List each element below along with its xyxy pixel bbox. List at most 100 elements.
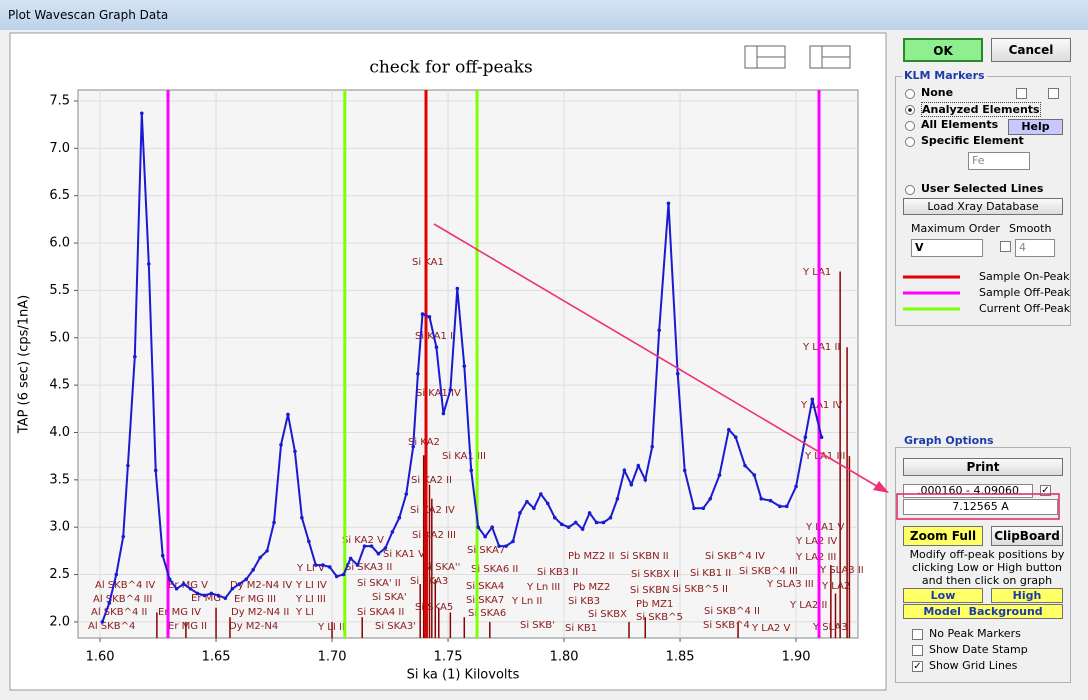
klm-label: Si SKA' II (357, 578, 401, 589)
zoom-button[interactable]: Zoom Full (903, 526, 983, 546)
data-point (114, 572, 119, 577)
y-tick-label: 7.5 (49, 93, 70, 108)
data-point (404, 492, 409, 496)
klm-label: Si SKB^4 (703, 620, 750, 631)
radio[interactable] (905, 185, 915, 195)
radio[interactable] (905, 121, 915, 131)
plot: 2.0 2.5 3.0 3.5 4.0 4.5 5.0 5.5 6.0 6.5 7.0 7.5 1.60… (49, 90, 864, 665)
klm-label: Si SKB^5 II (672, 584, 728, 595)
checkbox[interactable] (912, 645, 923, 656)
data-point (743, 463, 747, 468)
cancel-button[interactable]: Cancel (991, 38, 1071, 62)
klm-label: Y SLA3 III (766, 579, 814, 590)
data-point (608, 515, 613, 520)
data-point (733, 435, 738, 440)
klm-label: Si SKA3' (375, 621, 416, 632)
data-point (174, 586, 179, 591)
checkbox[interactable]: ✓ (912, 661, 923, 672)
klm-label: Si SKB^5 (636, 612, 683, 623)
data-point (100, 620, 105, 624)
klm-label: Si KA1 V (383, 549, 425, 560)
data-point (784, 504, 789, 509)
data-point (587, 511, 592, 515)
data-point (546, 501, 550, 506)
x-tick-label: 1.90 (782, 650, 811, 665)
data-point (258, 555, 262, 560)
data-point (794, 484, 798, 489)
klm-label: Er MG (191, 593, 221, 604)
x-tick-label: 1.65 (202, 650, 231, 665)
ok-button[interactable]: OK (903, 38, 983, 62)
high-button[interactable]: High (991, 588, 1063, 603)
klm-label: Si SKA3 (410, 576, 448, 587)
data-point (525, 499, 529, 504)
checkbox[interactable] (1000, 241, 1011, 252)
data-point (643, 478, 648, 482)
model-button[interactable]: Model Background (903, 604, 1063, 619)
klm-label: Si SKBX II (631, 569, 679, 580)
checkbox[interactable] (1048, 88, 1059, 99)
y-tick-label: 4.0 (49, 425, 70, 440)
radio[interactable] (905, 105, 915, 115)
load-button[interactable]: Load Xray Database (903, 198, 1063, 215)
data-point (244, 577, 249, 582)
smooth-select[interactable]: 4 (1015, 239, 1055, 257)
klm-label: Er MG IV (158, 607, 201, 618)
radio[interactable] (905, 137, 915, 147)
checkbox-label: Show Date Stamp (929, 643, 1028, 656)
klm-label: Dy M2-N4 (229, 621, 278, 632)
radio[interactable] (905, 89, 915, 99)
order-select[interactable]: V (911, 239, 983, 257)
klm-label: Y LA2 IV (795, 536, 837, 547)
klm-label: Si KA1 IV (416, 388, 461, 399)
group-title: KLM Markers (902, 69, 987, 82)
klm-label: Si KA2 III (412, 530, 456, 541)
data-point (397, 515, 402, 520)
klm-label: Y LA1 V (805, 522, 844, 533)
data-point (140, 111, 144, 116)
y-tick-label: 5.0 (49, 330, 70, 345)
low-button[interactable]: Low (903, 588, 983, 603)
klm-label: Si KA1 (412, 257, 444, 268)
help-button[interactable]: Help (1008, 119, 1063, 135)
element-select[interactable]: Fe (968, 152, 1030, 170)
klm-label: Pb MZ1 (636, 599, 673, 610)
klm-label: Si KA2 IV (410, 505, 455, 516)
data-point (383, 546, 388, 550)
data-point (476, 525, 481, 529)
klm-label: Er MG II (168, 621, 207, 632)
data-point (307, 539, 311, 544)
klm-label: Al SKB^4 (88, 621, 135, 632)
clipboard-button[interactable]: ClipBoard (991, 526, 1063, 546)
klm-label: Pb MZ2 (573, 582, 610, 593)
data-point (293, 449, 297, 454)
klm-label: Si SKBX (588, 609, 627, 620)
klm-label: Y LA2 V (751, 623, 790, 634)
data-point (752, 473, 757, 477)
checkbox[interactable] (912, 629, 923, 640)
print-button[interactable]: Print (903, 458, 1063, 476)
data-point (552, 515, 557, 520)
data-point (362, 544, 367, 548)
y-axis-label: TAP (6 sec) (cps/1nA) (17, 295, 32, 435)
checkbox[interactable]: ✓ (1040, 485, 1051, 496)
data-point (566, 525, 571, 529)
data-point (251, 568, 255, 572)
data-point (376, 551, 381, 556)
data-point (573, 520, 578, 525)
klm-label: Si SKA5 (415, 602, 453, 613)
klm-label: Y LA2 II (789, 600, 827, 611)
data-point (497, 544, 501, 548)
klm-label: Y LI IV (295, 580, 327, 591)
klm-label: Si SKA7 (466, 595, 504, 606)
x-axis-label: Si ka (1) Kilovolts (407, 668, 520, 683)
data-point (216, 593, 221, 598)
y-tick-label: 6.0 (49, 236, 70, 251)
group-title: Graph Options (902, 434, 996, 447)
legend-label: Sample On-Peak (979, 270, 1070, 283)
checkbox[interactable] (1016, 88, 1027, 99)
data-point (682, 468, 687, 473)
data-point (636, 463, 641, 468)
klm-label: Si SKA'' (423, 562, 460, 573)
klm-label: Si KA1 III (442, 451, 486, 462)
